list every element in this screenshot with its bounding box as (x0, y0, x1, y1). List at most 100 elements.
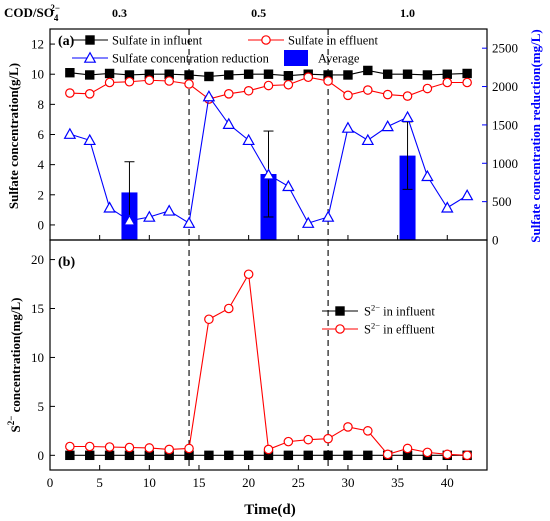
data-point (462, 77, 472, 88)
y-tick-label: 0 (38, 217, 45, 232)
y2-tick-label: 1000 (492, 156, 518, 171)
data-point (65, 68, 75, 78)
data-point (104, 450, 115, 461)
data-point (442, 449, 453, 460)
data-point (382, 69, 393, 79)
panel-b-dividers (188, 240, 329, 470)
data-point (382, 89, 393, 100)
data-point (104, 68, 115, 79)
x-tick-label: 5 (96, 475, 103, 490)
data-point (283, 450, 294, 461)
ratio-header-values: 0.3 0.5 1.0 (112, 6, 415, 20)
x-tick-label: 0 (47, 475, 54, 490)
y-tick-label: 0 (38, 448, 45, 463)
panel-b-legend: S2− in influent S2− in effluent (322, 303, 435, 337)
data-point (224, 70, 234, 80)
data-point (361, 133, 375, 146)
y-tick-label: 20 (31, 252, 44, 267)
data-point (103, 201, 116, 213)
data-point (283, 79, 294, 90)
legend-label: Sulfate in influent (112, 34, 203, 48)
data-point (243, 269, 254, 280)
x-tick-label: 20 (242, 475, 255, 490)
panel-b-x-axis-ticks: 0 5 10 15 20 25 30 35 40 (47, 465, 454, 490)
data-point (323, 76, 333, 86)
data-point (321, 210, 335, 222)
data-point (84, 441, 95, 452)
data-point (401, 110, 414, 123)
legend-swatch (284, 50, 308, 66)
panel-a-y2-axis-title: Sulfate concentration reduction(mg/L) (528, 29, 543, 243)
data-point (223, 89, 234, 99)
data-point (164, 444, 174, 455)
data-point (124, 76, 135, 87)
data-point (363, 85, 373, 95)
panel-b-series (65, 269, 472, 461)
panel-a-legend: Sulfate in influent Sulfate in effluent Su… (72, 34, 379, 66)
data-point (441, 201, 454, 213)
y2-tick-label: 2500 (492, 41, 518, 56)
legend-marker (83, 51, 97, 63)
x-tick-label: 35 (391, 475, 404, 490)
data-point (323, 433, 333, 444)
legend-marker (335, 324, 345, 334)
y-tick-label: 12 (31, 37, 44, 52)
data-point (303, 434, 314, 445)
data-point (123, 214, 136, 226)
data-point (184, 79, 194, 89)
data-point (223, 303, 234, 314)
legend-marker (335, 306, 345, 316)
panel-b-x-axis-title: Time(d) (244, 502, 295, 518)
data-point (202, 90, 216, 102)
data-point (283, 71, 294, 81)
data-point (184, 443, 194, 454)
x-tick-label: 25 (292, 475, 305, 490)
data-point (204, 314, 214, 325)
panel-a-dividers (188, 29, 329, 240)
data-point (104, 77, 115, 88)
data-point (243, 69, 254, 79)
data-point (422, 83, 433, 94)
data-point (63, 127, 77, 139)
x-tick-label: 15 (192, 475, 205, 490)
data-point (381, 119, 394, 132)
data-point (263, 69, 274, 79)
data-point (83, 133, 96, 146)
data-point (442, 69, 452, 79)
data-point (243, 450, 254, 461)
panel-a-series (63, 65, 474, 228)
legend-label: S2− in effluent (364, 321, 435, 337)
data-point (422, 70, 433, 80)
y-tick-label: 8 (38, 97, 45, 112)
y-tick-label: 10 (31, 67, 44, 82)
panel-a-right-axis-ticks: 0 500 1000 1500 2000 2500 (482, 41, 518, 248)
data-point (263, 444, 274, 455)
data-point (462, 450, 472, 461)
panel-b: 0 5 10 15 20 0 5 10 15 20 25 30 35 40 (b) S2− concen… (6, 239, 488, 518)
legend-label: Average (318, 52, 360, 66)
data-point (143, 210, 156, 222)
y-tick-label: 10 (31, 350, 44, 365)
average-bar (399, 155, 416, 240)
data-point (84, 89, 95, 99)
data-point (182, 216, 196, 228)
data-point (442, 77, 453, 88)
y2-tick-label: 500 (492, 194, 512, 209)
x-tick-label: 40 (441, 475, 454, 490)
panel-a: 0 2 4 6 8 10 12 0 500 1000 1500 2000 2500 (a) Sulfa… (6, 28, 543, 248)
data-point (204, 450, 214, 461)
panel-a-left-axis-ticks: 0 2 4 6 8 10 12 (31, 37, 55, 232)
panel-a-x-axis-ticks (49, 235, 448, 240)
ratio-header: COD/SO42− 0.3 0.5 1.0 (4, 3, 415, 23)
data-point (343, 422, 353, 432)
legend-label: Sulfate concentration reduction (112, 52, 270, 66)
data-point (164, 76, 174, 86)
data-point (402, 91, 413, 101)
data-point (422, 447, 433, 458)
data-point (283, 436, 294, 447)
data-point (162, 204, 176, 216)
y2-tick-label: 2000 (492, 79, 518, 94)
legend-marker (85, 35, 95, 45)
